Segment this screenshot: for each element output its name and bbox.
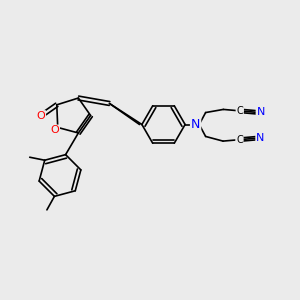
Text: O: O (50, 125, 59, 136)
Text: N: N (191, 118, 200, 131)
Text: O: O (36, 111, 45, 121)
Text: N: N (256, 107, 265, 117)
Text: N: N (256, 133, 265, 143)
Text: C: C (236, 135, 243, 145)
Text: C: C (236, 106, 243, 116)
